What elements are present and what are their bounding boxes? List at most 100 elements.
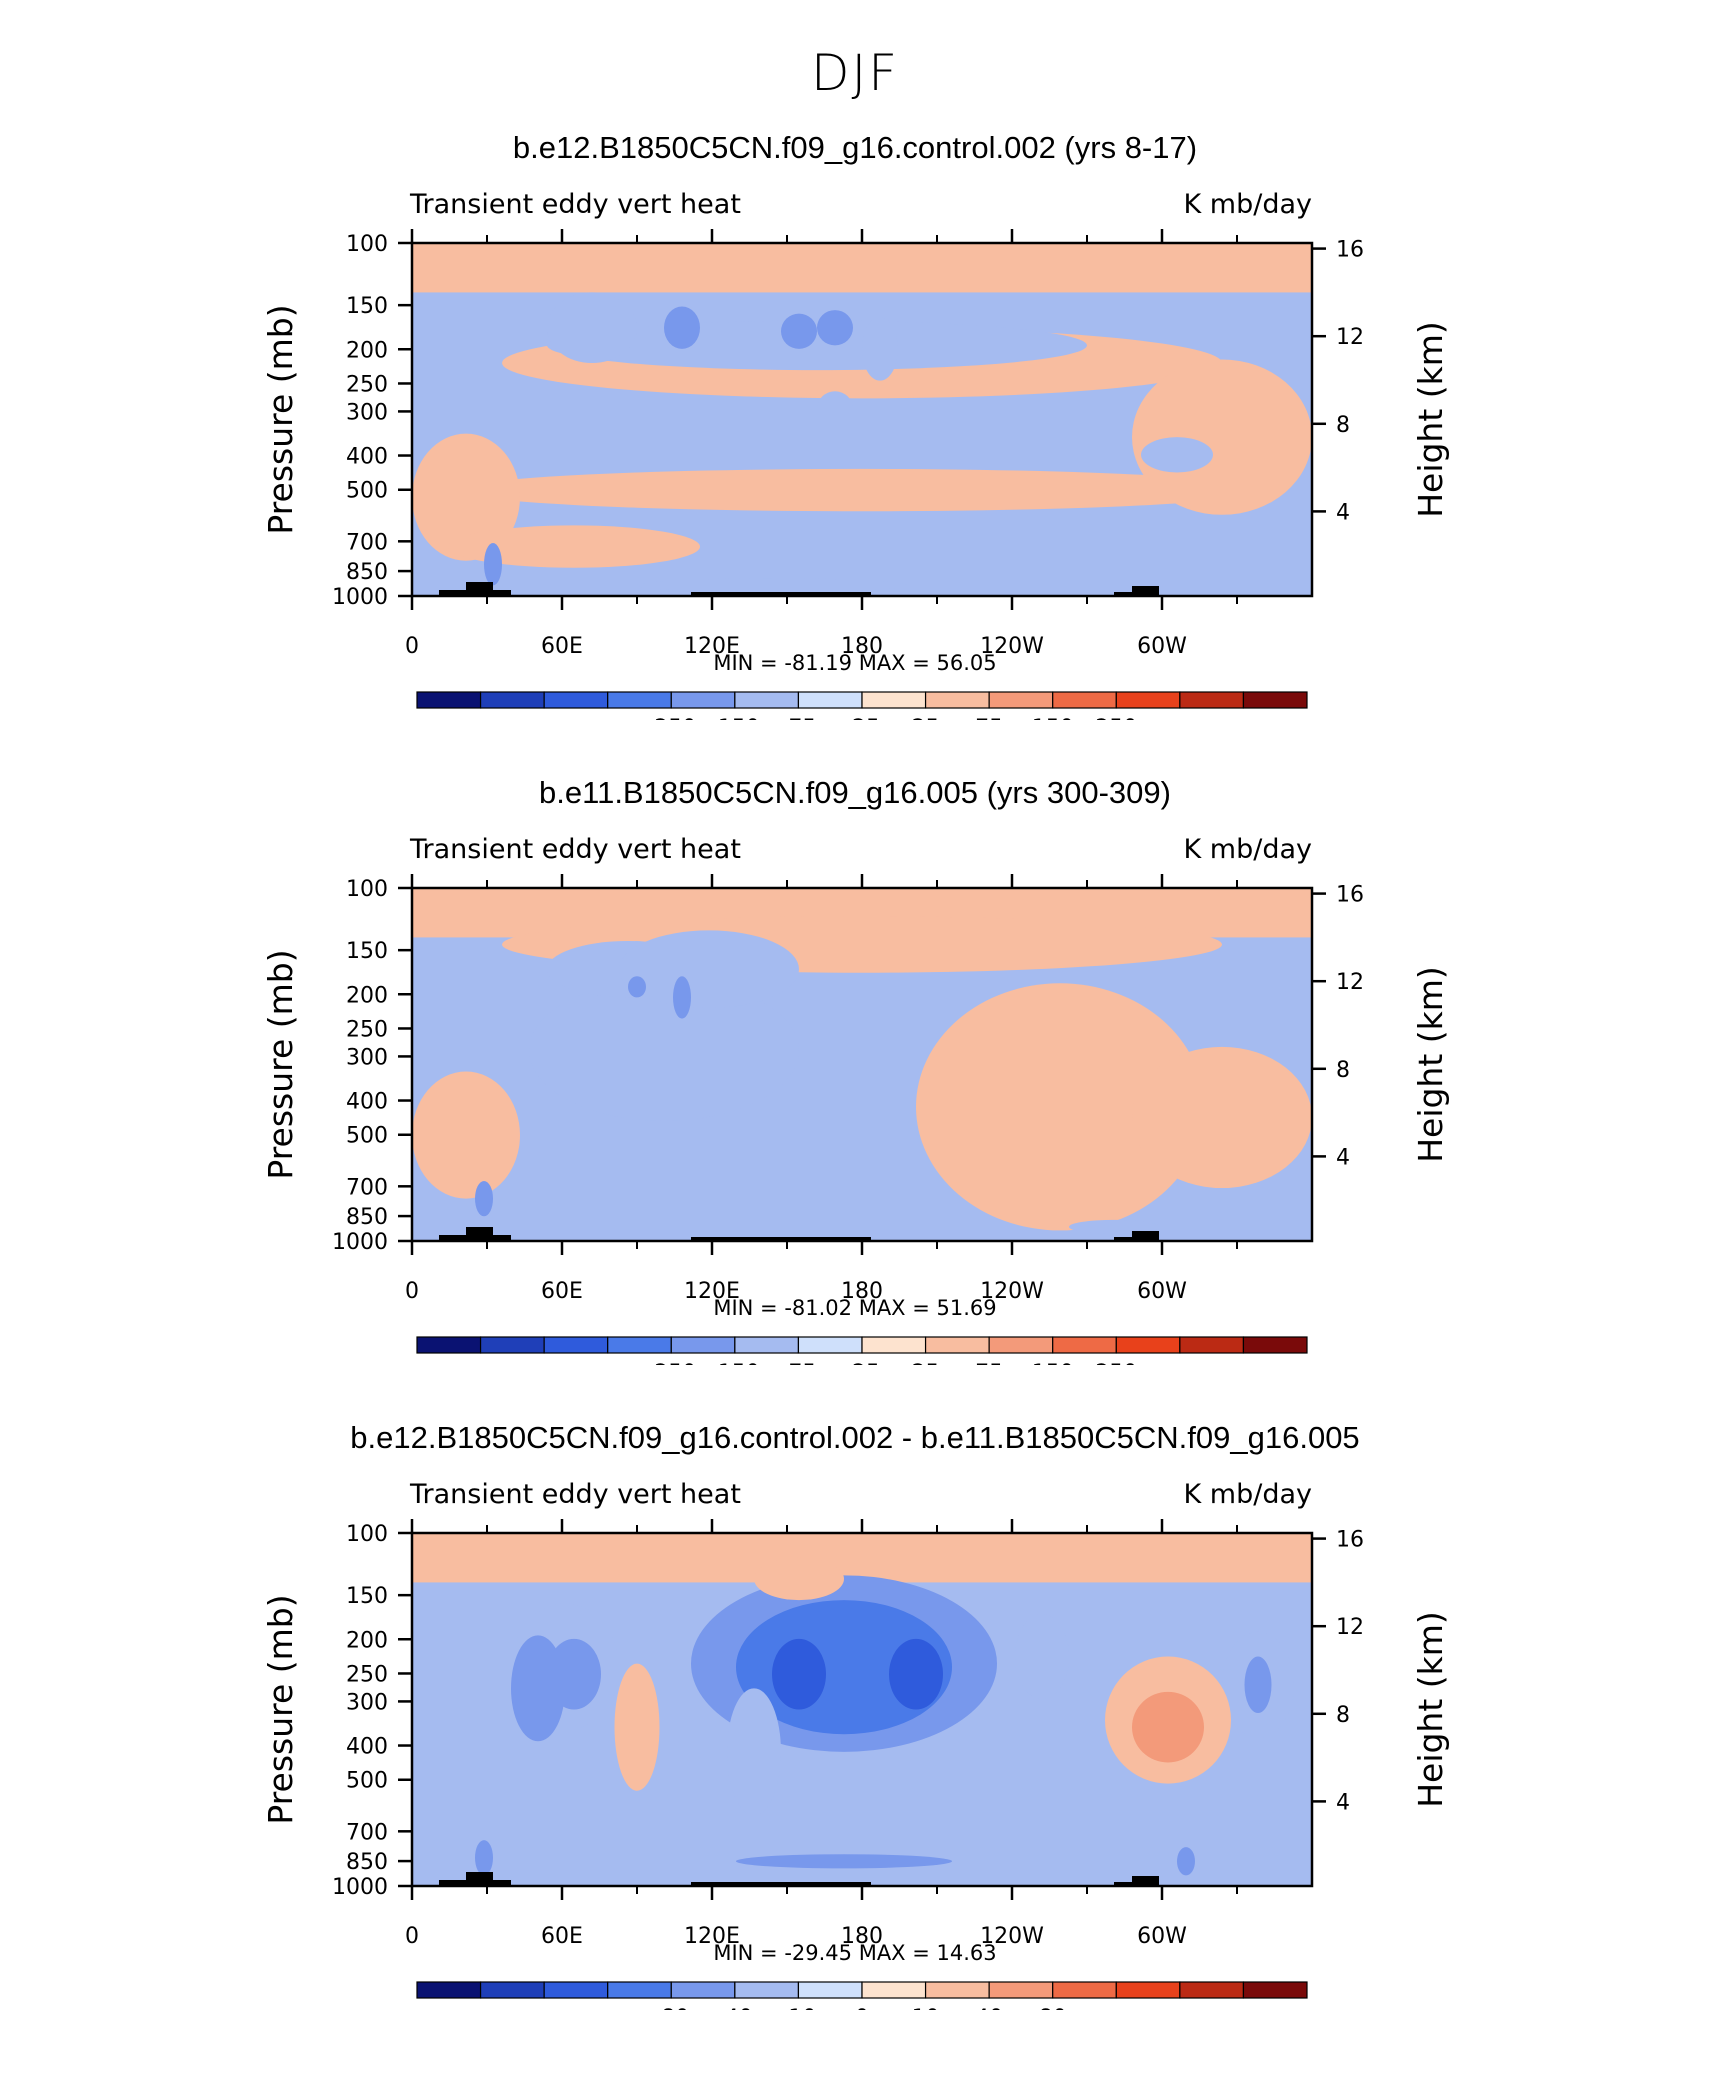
colorbar-swatch xyxy=(543,1981,609,1999)
y-tick-label: 700 xyxy=(346,530,388,555)
contour-region xyxy=(727,1688,781,1816)
y2-tick-label: 12 xyxy=(1336,325,1364,350)
contour-region xyxy=(628,976,646,998)
contour-region xyxy=(754,1557,844,1601)
colorbar-label: -150 xyxy=(710,1361,760,1365)
chart-title: b.e12.B1850C5CN.f09_g16.control.002 - b.… xyxy=(350,1420,1360,1455)
x-tick-label: 120E xyxy=(684,1924,740,1949)
chart-panel-3: b.e12.B1850C5CN.f09_g16.control.002 - b.… xyxy=(0,1290,1710,2010)
y2-axis-label: Height (km) xyxy=(1411,321,1450,518)
colorbar-swatch xyxy=(988,1981,1054,1999)
colorbar-label: -80 xyxy=(653,2006,689,2010)
contour-region xyxy=(736,1854,952,1869)
x-tick-label: 60E xyxy=(541,1279,583,1304)
colorbar-label: 25 xyxy=(912,1361,940,1365)
topography xyxy=(466,582,493,596)
colorbar-label: -250 xyxy=(646,716,696,720)
contour-region xyxy=(412,1071,520,1199)
topography xyxy=(1132,1876,1159,1886)
contour-region xyxy=(475,1840,493,1876)
y-tick-label: 100 xyxy=(346,1522,388,1547)
y2-tick-label: 8 xyxy=(1336,1058,1350,1083)
y2-tick-label: 8 xyxy=(1336,413,1350,438)
x-tick-label: 120W xyxy=(980,1279,1044,1304)
contour-region xyxy=(412,433,520,561)
colorbar-swatch xyxy=(416,1981,482,1999)
x-tick-label: 60E xyxy=(541,634,583,659)
contour-region xyxy=(529,979,799,1121)
contour-region xyxy=(619,930,799,1009)
topography xyxy=(1132,1231,1159,1241)
contour-plot: Transient eddy vert heat K mb/day 0 60E 12… xyxy=(261,189,1450,720)
chart-title: b.e12.B1850C5CN.f09_g16.control.002 (yrs… xyxy=(512,130,1198,165)
contour-region xyxy=(637,578,907,593)
y-tick-label: 1000 xyxy=(332,585,388,610)
x-tick-label: 0 xyxy=(405,634,419,659)
right-string: K mb/day xyxy=(1184,1479,1313,1510)
y2-tick-label: 4 xyxy=(1336,1790,1350,1815)
y-axis-label: Pressure (mb) xyxy=(261,304,300,534)
colorbar-label: 80 xyxy=(1039,2006,1067,2010)
contour-region xyxy=(1141,437,1213,473)
topography xyxy=(691,1882,871,1886)
left-string: Transient eddy vert heat xyxy=(409,834,741,865)
colorbar-label: 150 xyxy=(1032,716,1074,720)
y2-tick-label: 16 xyxy=(1336,883,1364,908)
y-tick-label: 400 xyxy=(346,1090,388,1115)
topography xyxy=(691,592,871,596)
y-tick-label: 500 xyxy=(346,1124,388,1149)
y-tick-label: 500 xyxy=(346,1769,388,1794)
colorbar-label: -75 xyxy=(780,1361,816,1365)
colorbar-label: 75 xyxy=(975,716,1003,720)
contour-region xyxy=(889,1638,943,1710)
colorbar-label: 40 xyxy=(975,2006,1003,2010)
contour-region xyxy=(817,391,853,427)
x-tick-label: 180 xyxy=(841,1279,883,1304)
contour-region xyxy=(1244,1656,1272,1714)
contour-region xyxy=(772,1638,826,1710)
x-tick-label: 60E xyxy=(541,1924,583,1949)
contour-region xyxy=(817,310,853,346)
x-tick-label: 60W xyxy=(1137,1924,1187,1949)
y-tick-label: 850 xyxy=(346,560,388,585)
colorbar-swatch xyxy=(1242,1981,1308,1999)
y-tick-label: 400 xyxy=(346,1735,388,1760)
y-tick-label: 200 xyxy=(346,1628,388,1653)
contour-region xyxy=(457,468,1267,512)
colorbar-swatch xyxy=(670,1981,736,1999)
colorbar: -250 -150 -75 -25 25 75 150 250 xyxy=(416,1336,1308,1365)
y-tick-label: 150 xyxy=(346,1584,388,1609)
colorbar-label: -75 xyxy=(780,716,816,720)
y2-tick-label: 8 xyxy=(1336,1703,1350,1728)
y2-tick-label: 16 xyxy=(1336,1528,1364,1553)
contour-region xyxy=(448,525,700,568)
contour-plot: Transient eddy vert heat K mb/day 0 60E 12… xyxy=(261,1479,1450,2010)
contour-region xyxy=(1069,1219,1159,1234)
y-tick-label: 500 xyxy=(346,479,388,504)
contour-region xyxy=(484,543,502,586)
stats-label: MIN = -81.02 MAX = 51.69 xyxy=(713,1296,996,1320)
y-tick-label: 250 xyxy=(346,1017,388,1042)
x-tick-label: 180 xyxy=(841,634,883,659)
contour-region xyxy=(1132,359,1312,515)
y2-tick-label: 4 xyxy=(1336,1145,1350,1170)
y-tick-label: 200 xyxy=(346,338,388,363)
topography xyxy=(466,1872,493,1886)
colorbar: -80 -40 -10 0 10 40 80 xyxy=(416,1981,1308,2010)
x-tick-label: 0 xyxy=(405,1924,419,1949)
colorbar-label: 0 xyxy=(855,2006,869,2010)
y2-axis-label: Height (km) xyxy=(1411,966,1450,1163)
colorbar-label: 25 xyxy=(912,716,940,720)
colorbar-label: -40 xyxy=(717,2006,753,2010)
x-tick-label: 120E xyxy=(684,1279,740,1304)
topography xyxy=(1132,586,1159,596)
colorbar-label: 150 xyxy=(1032,1361,1074,1365)
y-tick-label: 250 xyxy=(346,372,388,397)
y-tick-label: 250 xyxy=(346,1662,388,1687)
left-string: Transient eddy vert heat xyxy=(409,189,741,220)
y-tick-label: 300 xyxy=(346,1690,388,1715)
contour-plot: Transient eddy vert heat K mb/day 0 60E 12… xyxy=(261,834,1450,1365)
y-axis-label: Pressure (mb) xyxy=(261,1594,300,1824)
topography xyxy=(466,1227,493,1241)
y2-tick-label: 16 xyxy=(1336,238,1364,263)
